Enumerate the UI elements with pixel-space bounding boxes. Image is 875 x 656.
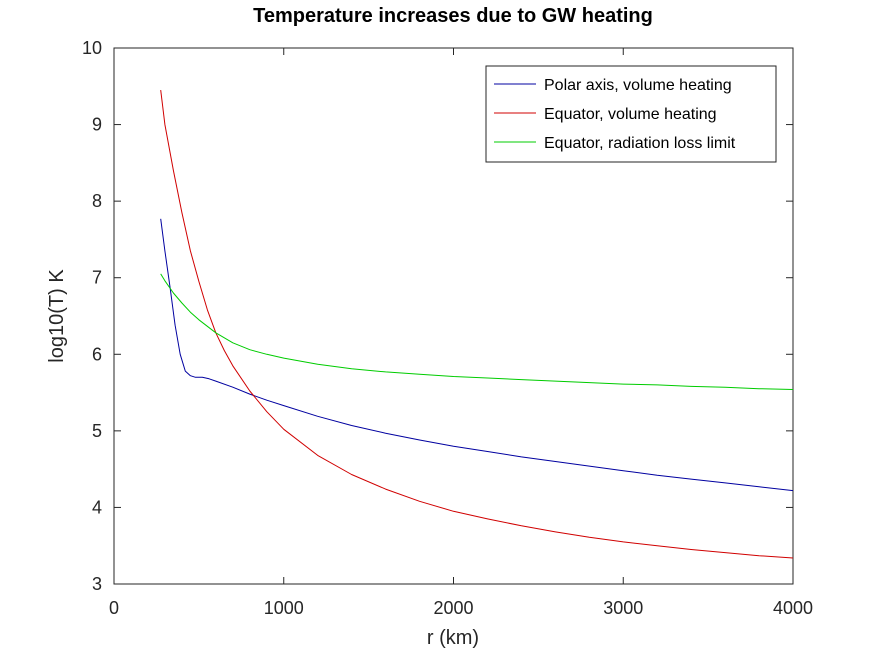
x-axis: 0 1000 2000 3000 4000 <box>109 48 813 618</box>
x-tick-label: 0 <box>109 598 119 618</box>
x-axis-label: r (km) <box>427 627 479 649</box>
x-tick-label: 2000 <box>433 598 473 618</box>
series-line-1 <box>160 218 794 492</box>
series-line-2 <box>160 90 794 559</box>
legend-label: Equator, volume heating <box>544 106 717 123</box>
legend-label: Equator, radiation loss limit <box>544 135 736 152</box>
series-lines <box>160 90 794 559</box>
chart-title: Temperature increases due to GW heating <box>253 5 653 27</box>
legend-box <box>485 65 777 163</box>
y-tick-label: 7 <box>92 268 102 288</box>
y-tick-label: 3 <box>92 574 102 594</box>
y-tick-label: 4 <box>92 497 102 517</box>
y-tick-label: 8 <box>92 191 102 211</box>
y-axis-label: log10(T) K <box>46 269 68 363</box>
y-tick-label: 9 <box>92 115 102 135</box>
y-tick-label: 10 <box>82 38 102 58</box>
x-tick-label: 4000 <box>773 598 813 618</box>
legend-label: Polar axis, volume heating <box>544 77 732 94</box>
y-axis: 3 4 5 6 7 8 9 10 <box>82 38 793 594</box>
y-tick-label: 5 <box>92 421 102 441</box>
y-tick-label: 6 <box>92 344 102 364</box>
series-line-3 <box>160 273 794 390</box>
x-tick-label: 1000 <box>264 598 304 618</box>
x-tick-label: 3000 <box>603 598 643 618</box>
legend: Polar axis, volume heating Equator, volum… <box>485 65 777 163</box>
